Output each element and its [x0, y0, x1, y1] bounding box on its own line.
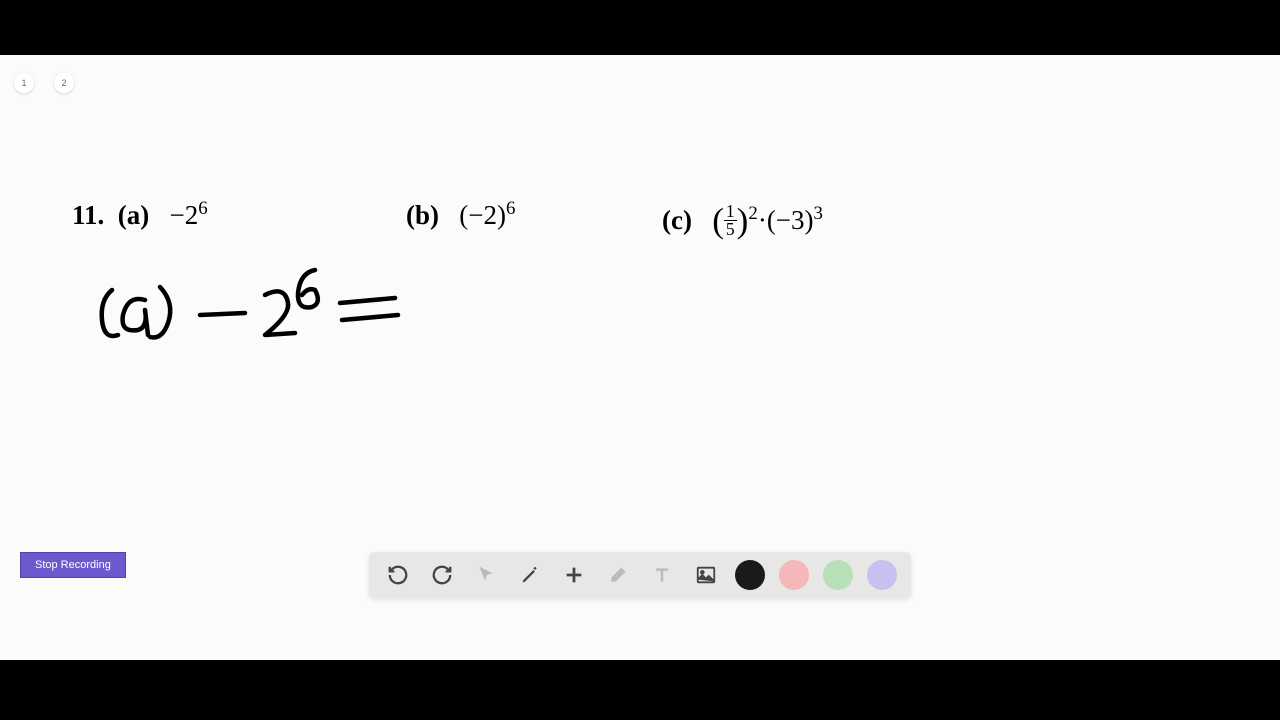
- undo-button[interactable]: [383, 560, 413, 590]
- page-tab-1[interactable]: 1: [14, 73, 34, 93]
- part-a-base: −2: [170, 200, 199, 230]
- part-c-second-exp: 3: [814, 203, 823, 224]
- part-c-dot: ·: [758, 205, 767, 235]
- redo-button[interactable]: [427, 560, 457, 590]
- pointer-tool[interactable]: [471, 560, 501, 590]
- part-b-base: (−2): [459, 200, 506, 230]
- image-tool[interactable]: [691, 560, 721, 590]
- bottom-letterbox: [0, 660, 1280, 720]
- text-tool[interactable]: [647, 560, 677, 590]
- part-b-exp: 6: [506, 198, 515, 219]
- problem-statement: 11. (a) −26 (b) (−2)6 (c) (15)2·(−3)3: [72, 198, 208, 231]
- part-c-fraction: 15: [724, 203, 737, 239]
- part-a-label: (a): [118, 200, 149, 230]
- page-tabs: 1 2: [14, 73, 74, 93]
- top-letterbox: [0, 0, 1280, 55]
- part-c-frac-exp: 2: [748, 203, 757, 224]
- problem-number: 11.: [72, 200, 104, 230]
- page-tab-2[interactable]: 2: [54, 73, 74, 93]
- whiteboard-canvas[interactable]: 1 2 11. (a) −26 (b) (−2)6 (c) (15)2·(−3)…: [0, 55, 1280, 660]
- color-pink[interactable]: [779, 560, 809, 590]
- color-purple[interactable]: [867, 560, 897, 590]
- pen-tool[interactable]: [515, 560, 545, 590]
- handwritten-work: [90, 215, 490, 365]
- part-a-exp: 6: [198, 198, 207, 219]
- part-b-label: (b): [406, 200, 439, 230]
- color-black[interactable]: [735, 560, 765, 590]
- eraser-tool[interactable]: [603, 560, 633, 590]
- drawing-toolbar: [369, 552, 911, 598]
- color-green[interactable]: [823, 560, 853, 590]
- stop-recording-button[interactable]: Stop Recording: [20, 552, 126, 578]
- add-tool[interactable]: [559, 560, 589, 590]
- part-c-label: (c): [662, 205, 692, 235]
- part-c-second-base: (−3): [767, 205, 814, 235]
